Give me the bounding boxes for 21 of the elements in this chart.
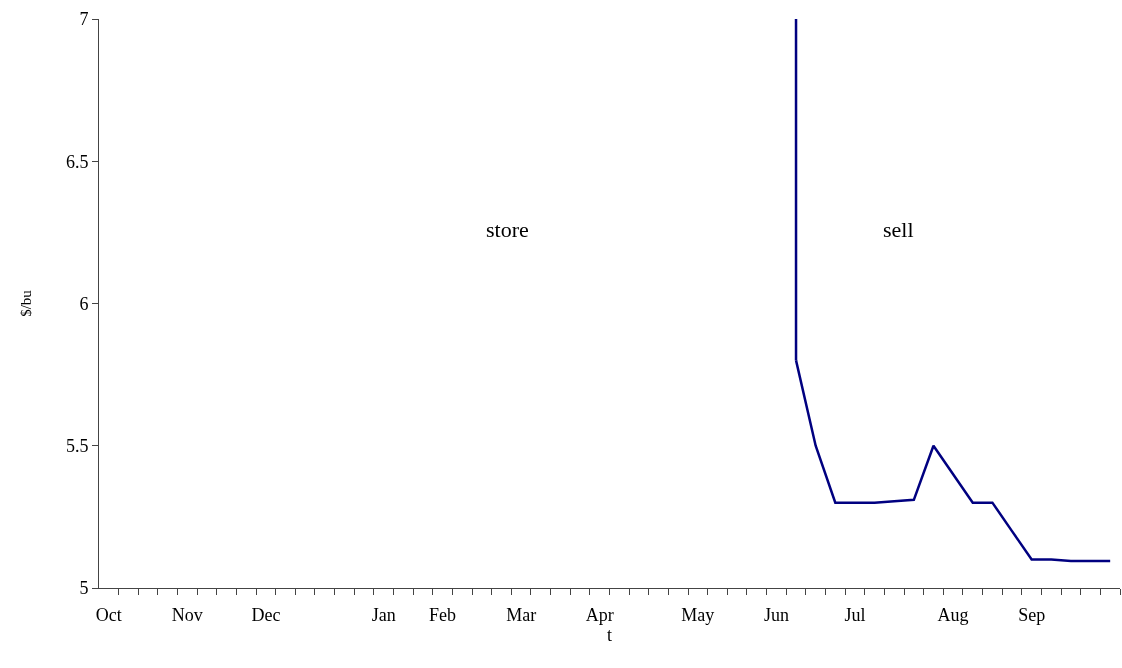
y-axis-title: $/bu bbox=[18, 289, 35, 317]
x-tick-label: Sep bbox=[1018, 604, 1046, 625]
annotation: sell bbox=[883, 217, 914, 242]
x-tick-label: Jul bbox=[844, 604, 866, 625]
x-tick-label: Oct bbox=[95, 604, 122, 625]
y-tick-label: 6.5 bbox=[65, 151, 89, 172]
x-tick-label: May bbox=[681, 604, 715, 625]
y-tick-label: 5.5 bbox=[65, 436, 89, 457]
x-tick-label: Aug bbox=[937, 604, 969, 625]
x-tick-label: Apr bbox=[585, 604, 614, 625]
y-tick-label: 5 bbox=[79, 578, 89, 599]
x-tick-label: Jan bbox=[371, 604, 396, 625]
annotation: store bbox=[486, 217, 529, 242]
y-tick-label: 6 bbox=[79, 293, 89, 314]
x-tick-label: Jun bbox=[763, 604, 789, 625]
y-tick-label: 7 bbox=[79, 9, 89, 30]
x-tick-label: Nov bbox=[171, 604, 203, 625]
x-axis-title: t bbox=[606, 624, 613, 645]
x-tick-label: Dec bbox=[251, 604, 281, 625]
x-tick-label: Mar bbox=[506, 604, 537, 625]
x-tick-label: Feb bbox=[429, 604, 457, 625]
